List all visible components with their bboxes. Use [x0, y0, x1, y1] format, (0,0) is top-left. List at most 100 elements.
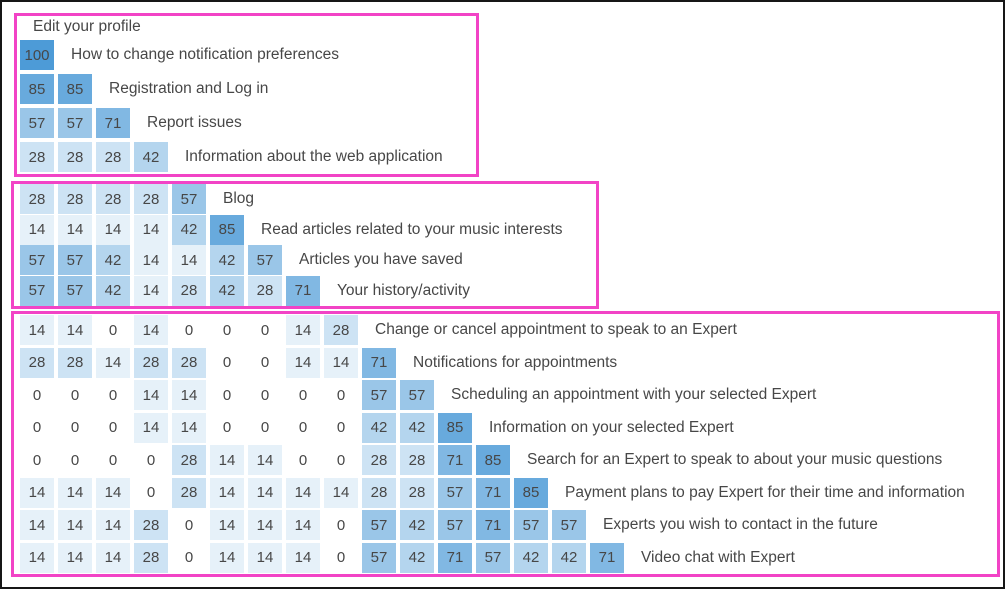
similarity-cell: 57: [20, 245, 54, 276]
row-label: Information on your selected Expert: [489, 418, 734, 436]
similarity-cell: 0: [96, 445, 130, 476]
similarity-cell: 71: [96, 108, 130, 138]
similarity-cell: 0: [20, 412, 54, 443]
similarity-cell: 14: [20, 542, 54, 573]
similarity-cell: 100: [20, 40, 54, 70]
similarity-cell: 0: [20, 445, 54, 476]
similarity-cell: 85: [438, 412, 472, 443]
similarity-cell: 14: [248, 510, 282, 541]
similarity-cell: 14: [96, 510, 130, 541]
similarity-cell: 28: [362, 477, 396, 508]
similarity-cell: 42: [96, 245, 130, 276]
similarity-cell: 14: [20, 477, 54, 508]
row-label: Payment plans to pay Expert for their ti…: [565, 483, 965, 501]
similarity-cell: 14: [134, 275, 168, 306]
similarity-cell: 14: [20, 315, 54, 346]
row-label: Report issues: [147, 114, 242, 131]
similarity-cell: 0: [58, 445, 92, 476]
similarity-cell: 28: [20, 347, 54, 378]
similarity-cell: 28: [172, 477, 206, 508]
similarity-cell: 85: [58, 74, 92, 104]
similarity-cell: 14: [58, 214, 92, 245]
similarity-cell: 42: [210, 245, 244, 276]
row-label: Scheduling an appointment with your sele…: [451, 386, 817, 404]
similarity-cell: 42: [172, 214, 206, 245]
similarity-cell: 28: [20, 184, 54, 215]
similarity-cell: 14: [324, 347, 358, 378]
similarity-cell: 28: [134, 184, 168, 215]
matrix-row: 14 14 0 14 0 0 0 14 28 Change or cancel appointme…: [20, 314, 997, 347]
similarity-cell: 14: [172, 412, 206, 443]
similarity-cell: 14: [172, 380, 206, 411]
similarity-cell: 28: [324, 315, 358, 346]
similarity-cell: 14: [96, 347, 130, 378]
similarity-cell: 14: [58, 510, 92, 541]
similarity-cell: 14: [286, 477, 320, 508]
cluster-box-1: Edit your profile 100 How to change notifi…: [14, 13, 479, 177]
similarity-cell: 85: [210, 214, 244, 245]
cluster-box-2: 28 28 28 28 57 Blog 14 14 14 14 42 85 Read articles …: [11, 181, 599, 309]
similarity-cell: 28: [172, 445, 206, 476]
similarity-cell: 0: [324, 412, 358, 443]
similarity-cell: 14: [58, 477, 92, 508]
similarity-cell: 0: [172, 510, 206, 541]
similarity-cell: 71: [590, 542, 624, 573]
similarity-cell: 57: [362, 380, 396, 411]
similarity-cell: 57: [58, 108, 92, 138]
similarity-cell: 57: [58, 245, 92, 276]
matrix-row: 28 28 28 42 Information about the web applic…: [20, 140, 476, 174]
similarity-cell: 28: [362, 445, 396, 476]
similarity-cell: 28: [96, 184, 130, 215]
row-label: How to change notification preferences: [71, 46, 339, 63]
similarity-cell: 57: [362, 510, 396, 541]
similarity-cell: 42: [96, 275, 130, 306]
matrix-row: 57 57 71 Report issues: [20, 106, 476, 140]
similarity-cell: 28: [400, 477, 434, 508]
similarity-cell: 28: [134, 542, 168, 573]
row-label: Change or cancel appointment to speak to…: [375, 321, 737, 339]
similarity-cell: 57: [438, 510, 472, 541]
row-label: Articles you have saved: [299, 251, 463, 269]
similarity-cell: 57: [438, 477, 472, 508]
similarity-cell: 0: [324, 445, 358, 476]
row-label: Registration and Log in: [109, 80, 269, 97]
matrix-row: 57 57 42 14 14 42 57 Articles you have saved: [20, 245, 596, 276]
similarity-cell: 57: [400, 380, 434, 411]
similarity-cell: 14: [96, 542, 130, 573]
similarity-cell: 71: [362, 347, 396, 378]
similarity-cell: 85: [20, 74, 54, 104]
similarity-cell: 0: [324, 510, 358, 541]
similarity-cell: 14: [134, 315, 168, 346]
similarity-cell: 42: [362, 412, 396, 443]
similarity-cell: 14: [286, 347, 320, 378]
similarity-cell: 0: [134, 477, 168, 508]
cluster-box-3: 14 14 0 14 0 0 0 14 28 Change or cancel appointme…: [11, 311, 1000, 577]
similarity-cell: 57: [248, 245, 282, 276]
matrix-row: 0 0 0 0 28 14 14 0 0 28 28 71 85 Search for an Expert…: [20, 444, 997, 477]
similarity-cell: 14: [20, 510, 54, 541]
similarity-cell: 28: [172, 275, 206, 306]
row-label: Information about the web application: [185, 148, 443, 165]
similarity-cell: 57: [172, 184, 206, 215]
matrix-row: 0 0 0 14 14 0 0 0 0 42 42 85 Information on your sel…: [20, 412, 997, 445]
similarity-cell: 14: [248, 477, 282, 508]
matrix-row: 14 14 14 28 0 14 14 14 0 57 42 57 71 57 57 Experts you …: [20, 509, 997, 542]
row-label: Experts you wish to contact in the futur…: [603, 516, 878, 534]
similarity-cell: 0: [210, 315, 244, 346]
similarity-cell: 14: [20, 214, 54, 245]
similarity-cell: 0: [248, 412, 282, 443]
similarity-cell: 0: [248, 347, 282, 378]
similarity-cell: 71: [476, 477, 510, 508]
similarity-cell: 14: [172, 245, 206, 276]
similarity-cell: 0: [58, 412, 92, 443]
similarity-cell: 85: [514, 477, 548, 508]
similarity-cell: 0: [172, 542, 206, 573]
similarity-cell: 0: [286, 380, 320, 411]
similarity-cell: 42: [552, 542, 586, 573]
matrix-row: 0 0 0 14 14 0 0 0 0 57 57 Scheduling an appointment…: [20, 379, 997, 412]
similarity-cell: 57: [20, 108, 54, 138]
similarity-cell: 0: [134, 445, 168, 476]
similarity-cell: 28: [134, 510, 168, 541]
similarity-cell: 42: [400, 542, 434, 573]
